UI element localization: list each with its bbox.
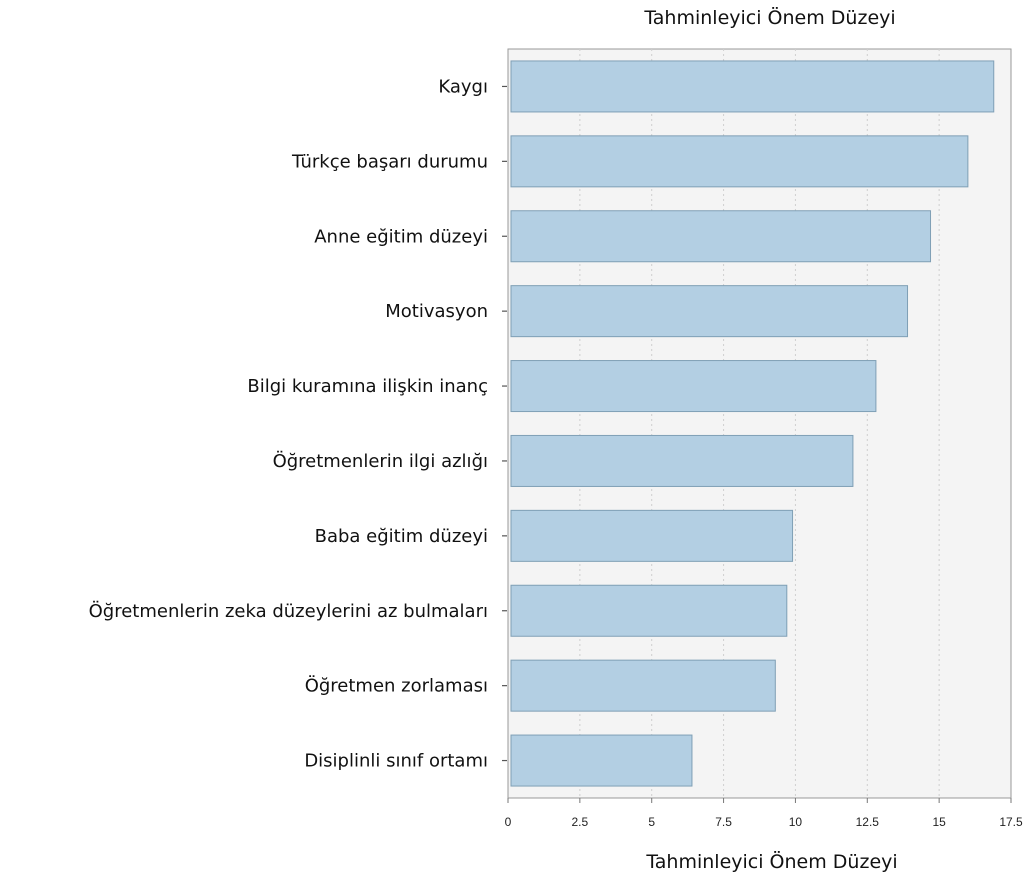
x-tick-label: 12.5: [856, 815, 880, 829]
x-tick-label: 7.5: [715, 815, 732, 829]
category-label: Baba eğitim düzeyi: [315, 526, 488, 547]
category-label: Kaygı: [438, 76, 488, 97]
bar: [510, 360, 877, 413]
category-label: Öğretmen zorlaması: [305, 675, 488, 697]
category-label: Öğretmenlerin zeka düzeylerini az bulmal…: [89, 600, 488, 622]
bar: [510, 659, 776, 712]
bar: [510, 60, 995, 113]
bar: [510, 135, 969, 188]
category-label: Bilgi kuramına ilişkin inanç: [247, 376, 488, 397]
x-tick-label: 15: [932, 815, 946, 829]
bar: [510, 584, 788, 637]
x-tick-label: 5: [648, 815, 655, 829]
chart-title: Tahminleyici Önem Düzeyi: [643, 6, 895, 29]
x-axis-ticks: 0 2.5 5 7.5 10 12.5 15 17.5: [505, 798, 1023, 829]
bar: [510, 509, 794, 562]
x-axis-label: Tahminleyici Önem Düzeyi: [645, 850, 897, 873]
category-label: Motivasyon: [385, 301, 488, 322]
bar: [510, 734, 693, 787]
x-tick-label: 10: [789, 815, 803, 829]
x-tick-label: 0: [505, 815, 512, 829]
category-labels: Kaygı Türkçe başarı durumu Anne eğitim düz…: [89, 76, 507, 772]
category-label: Türkçe başarı durumu: [291, 151, 488, 172]
category-label: Öğretmenlerin ilgi azlığı: [273, 450, 488, 472]
bar: [510, 434, 854, 487]
category-label: Disiplinli sınıf ortamı: [304, 751, 488, 772]
category-label: Anne eğitim düzeyi: [314, 226, 488, 247]
bar: [510, 210, 932, 263]
bar: [510, 285, 909, 338]
x-tick-label: 17.5: [999, 815, 1023, 829]
x-tick-label: 2.5: [572, 815, 589, 829]
bars: [510, 60, 995, 787]
